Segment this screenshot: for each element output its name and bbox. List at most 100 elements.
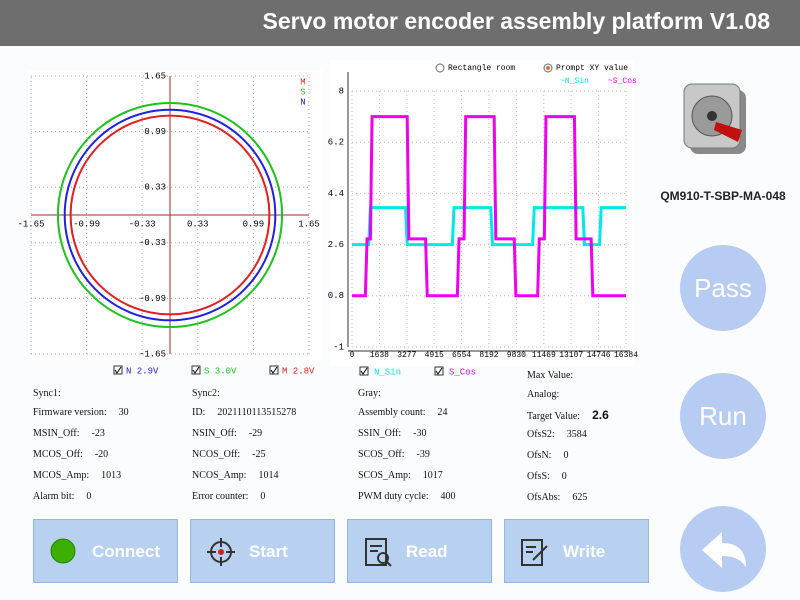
x-tick-label: 0 bbox=[350, 351, 355, 360]
product-image bbox=[683, 83, 746, 154]
x-tick-label: 4915 bbox=[425, 351, 444, 360]
label: Start bbox=[249, 542, 288, 561]
info-label: OfsN: bbox=[527, 450, 552, 461]
checkmark bbox=[435, 367, 443, 375]
checkbox bbox=[191, 365, 201, 375]
product-name: QM910-T-SBP-MA-048 bbox=[660, 189, 786, 203]
info-label: NCOS_Off: bbox=[192, 449, 241, 460]
info-label: Gray: bbox=[358, 388, 381, 399]
info-row: ID: 2021110113515278 bbox=[192, 407, 296, 418]
info-row: Gray: bbox=[358, 388, 381, 399]
info-value: -39 bbox=[416, 449, 430, 460]
info-value: 0 bbox=[260, 491, 266, 502]
xy-plot: -1.65 -0.99 -0.33 0.33 0.99 1.65 1.65 0.99 0.33 -… bbox=[17, 71, 319, 376]
icon bbox=[50, 538, 76, 564]
x-tick-label: 16384 bbox=[614, 351, 638, 360]
back-button[interactable] bbox=[680, 506, 766, 592]
info-row: Max Value: bbox=[527, 370, 573, 381]
info-label: NSIN_Off: bbox=[192, 428, 237, 439]
info-row: SCOS_Amp: 1017 bbox=[358, 470, 443, 481]
info-label: SSIN_Off: bbox=[358, 428, 402, 439]
x-tick-label: 11469 bbox=[532, 351, 556, 360]
y-tick-label: 1.65 bbox=[144, 71, 166, 81]
info-label: Firmware version: bbox=[33, 407, 107, 418]
info-row: OfsAbs: 625 bbox=[527, 492, 587, 503]
checkmark bbox=[270, 366, 278, 374]
y-tick-label: 0.99 bbox=[144, 127, 166, 137]
wave-frame bbox=[330, 60, 634, 366]
legend-label: ~S_Cos bbox=[608, 77, 637, 86]
checkbox-label: N_Sin bbox=[374, 367, 401, 377]
y-tick-label: -0.33 bbox=[139, 238, 166, 248]
info-row: Sync2: bbox=[192, 388, 220, 399]
info-row: OfsS: 0 bbox=[527, 471, 567, 482]
x-tick-label: 0.99 bbox=[243, 219, 265, 229]
read-button[interactable]: Read bbox=[347, 519, 492, 583]
write-button[interactable]: Write bbox=[504, 519, 649, 583]
legend-label: M bbox=[300, 77, 305, 87]
radio-dot bbox=[546, 66, 550, 70]
x-tick-label: -1.65 bbox=[17, 219, 44, 229]
title: Servo motor encoder assembly platform V1… bbox=[262, 8, 770, 34]
checkbox bbox=[434, 366, 444, 376]
info-row: Target Value: 2.6 bbox=[527, 408, 609, 422]
start-button[interactable]: Start bbox=[190, 519, 335, 583]
info-value: 0 bbox=[563, 450, 569, 461]
y-tick-label: -1.65 bbox=[139, 349, 166, 359]
checkbox bbox=[269, 365, 279, 375]
icon bbox=[521, 539, 548, 566]
x-tick-label: 1638 bbox=[370, 351, 389, 360]
info-value: 0 bbox=[86, 491, 92, 502]
info-row: Analog: bbox=[527, 389, 559, 400]
info-label: Alarm bit: bbox=[33, 491, 75, 502]
info-value: 2021110113515278 bbox=[217, 407, 297, 418]
x-tick-label: 8192 bbox=[479, 351, 498, 360]
header: Servo motor encoder assembly platform V1… bbox=[0, 0, 800, 46]
checkbox-label: S_Cos bbox=[449, 367, 476, 377]
info-label: MCOS_Off: bbox=[33, 449, 83, 460]
info-label: Assembly count: bbox=[358, 407, 426, 418]
checkbox-label: S 3.0V bbox=[204, 366, 237, 376]
run-button[interactable]: Run bbox=[680, 373, 766, 459]
checkmark bbox=[192, 366, 200, 374]
info-value: 2.6 bbox=[592, 408, 609, 422]
info-value: 625 bbox=[572, 492, 588, 503]
back-icon bbox=[702, 532, 746, 568]
trace-circle bbox=[69, 114, 271, 316]
info-value: 1014 bbox=[258, 470, 279, 481]
info-label: Sync1: bbox=[33, 388, 61, 399]
x-tick-label: -0.99 bbox=[73, 219, 100, 229]
info-row: PWM duty cycle: 400 bbox=[358, 491, 456, 502]
connect-button[interactable]: Connect bbox=[33, 519, 178, 583]
pass-button[interactable]: Pass bbox=[680, 245, 766, 331]
info-row: NSIN_Off: -29 bbox=[192, 428, 262, 439]
checkbox bbox=[359, 366, 369, 376]
info-row: MCOS_Off: -20 bbox=[33, 449, 108, 460]
info-label: Error counter: bbox=[192, 491, 249, 502]
info-row: NCOS_Amp: 1014 bbox=[192, 470, 278, 481]
checkbox bbox=[113, 365, 123, 375]
info-label: Analog: bbox=[527, 389, 560, 400]
label: Pass bbox=[694, 273, 752, 303]
info-value: 24 bbox=[437, 407, 448, 418]
info-value: -20 bbox=[94, 449, 109, 460]
info-label: SCOS_Amp: bbox=[358, 470, 411, 481]
x-tick-label: -0.33 bbox=[129, 219, 156, 229]
info-value: 1013 bbox=[101, 470, 122, 481]
info-label: MSIN_Off: bbox=[33, 428, 80, 439]
checkbox-label: M 2.8V bbox=[282, 366, 315, 376]
wave-plot: -1 0.8 2.6 4.4 6.2 8 0 1638 3277 4915 6554 8192 9830… bbox=[328, 63, 638, 377]
info-row: Firmware version: 30 bbox=[33, 407, 129, 418]
trace-circle bbox=[63, 108, 277, 322]
info-row: Error counter: 0 bbox=[192, 491, 265, 502]
label: Run bbox=[699, 401, 747, 431]
info-row: OfsS2: 3584 bbox=[527, 429, 587, 440]
checkmark bbox=[360, 367, 368, 375]
info-row: SCOS_Off: -39 bbox=[358, 449, 430, 460]
info-row: MSIN_Off: -23 bbox=[33, 428, 105, 439]
icon bbox=[207, 538, 235, 566]
x-tick-label: 13107 bbox=[559, 351, 583, 360]
info-label: OfsAbs: bbox=[527, 492, 561, 503]
info-value: 30 bbox=[118, 407, 129, 418]
